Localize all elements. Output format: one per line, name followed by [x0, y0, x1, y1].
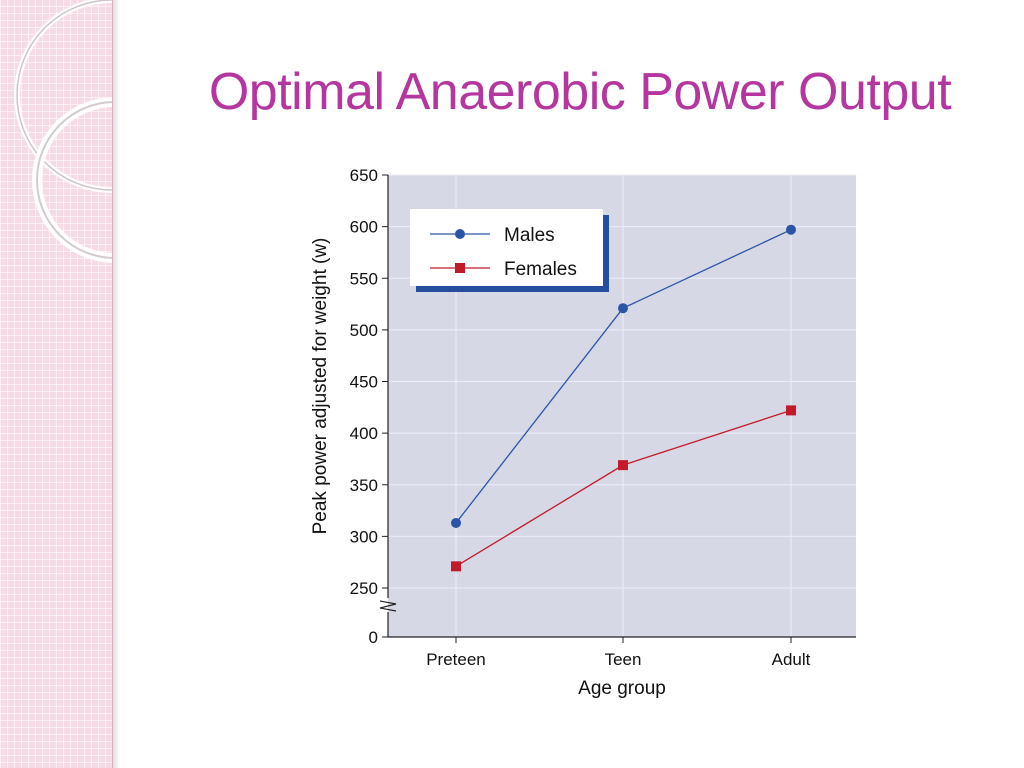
legend-marker-males [455, 229, 465, 239]
y-tick-label: 550 [350, 269, 378, 288]
legend-box [410, 209, 603, 286]
x-tick-label: Preteen [426, 650, 486, 669]
data-point-males [618, 303, 628, 314]
y-axis-title: Peak power adjusted for weight (w) [310, 238, 331, 535]
data-point-females [618, 460, 628, 471]
legend-label-males: Males [504, 225, 555, 246]
series-layer [451, 224, 796, 572]
y-axis-ticks: 0 250 300 350 400 450 500 550 600 650 [350, 166, 388, 647]
y-tick-label: 500 [350, 321, 378, 340]
data-point-females [786, 405, 796, 416]
decorative-side-band [0, 0, 113, 768]
y-tick-label: 250 [350, 579, 378, 598]
axis-break-mark [379, 600, 397, 612]
side-band-shadow [112, 0, 120, 768]
data-point-males [786, 224, 796, 235]
x-axis-title: Age group [578, 678, 666, 699]
x-tick-label: Teen [605, 650, 642, 669]
y-tick-label: 600 [350, 218, 378, 237]
y-tick-label: 300 [350, 527, 378, 546]
legend: Males Females [410, 209, 609, 292]
y-tick-label: 350 [350, 476, 378, 495]
legend-marker-females [455, 263, 465, 273]
slide-title: Optimal Anaerobic Power Output [208, 63, 952, 121]
y-tick-label: 400 [350, 424, 378, 443]
x-tick-label: Adult [772, 650, 811, 669]
y-tick-label: 450 [350, 373, 378, 392]
y-tick-label: 0 [369, 628, 378, 647]
y-tick-label: 650 [350, 166, 378, 185]
axes [379, 175, 856, 638]
decorative-rings [14, 0, 112, 263]
data-point-females [451, 561, 461, 572]
data-point-males [451, 517, 461, 528]
x-axis-ticks: Preteen Teen Adult [426, 637, 811, 669]
legend-label-females: Females [504, 259, 577, 280]
